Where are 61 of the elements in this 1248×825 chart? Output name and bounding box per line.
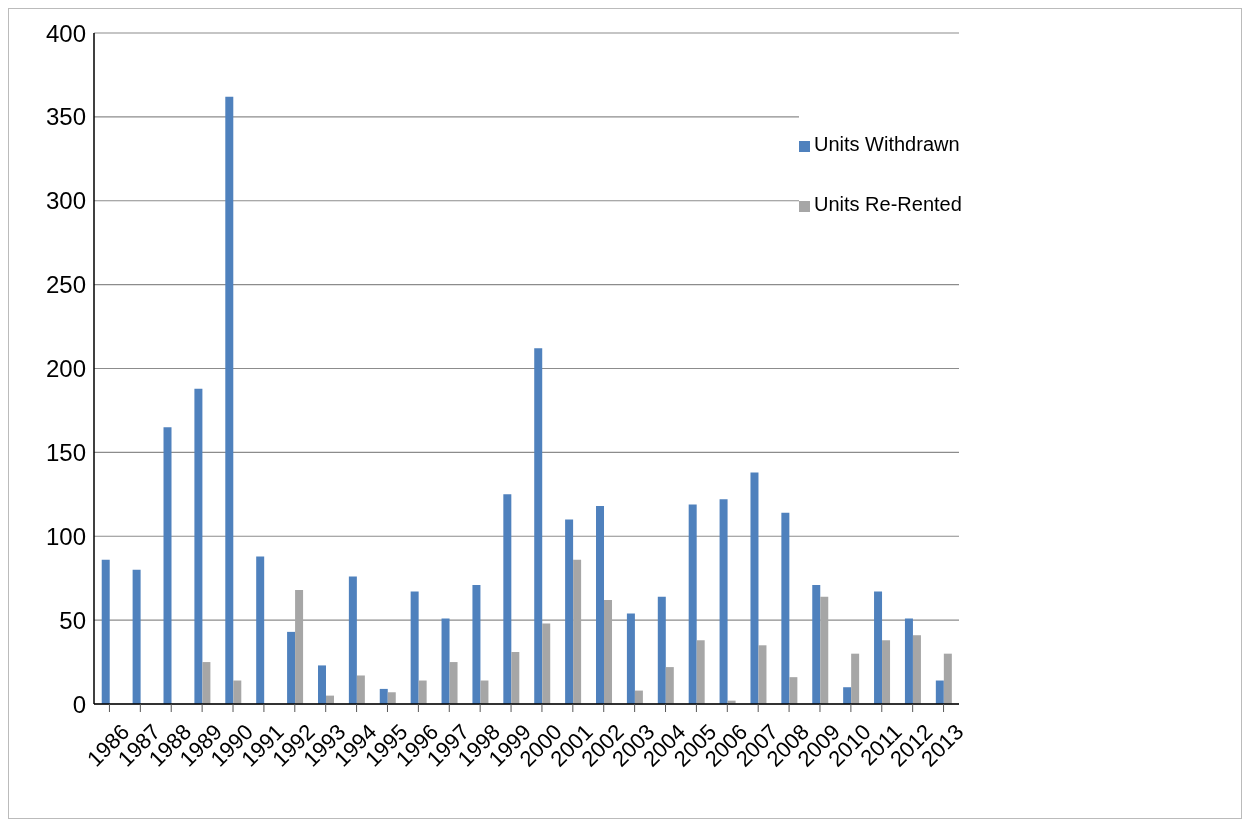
bar: [596, 506, 605, 704]
bar: [812, 584, 821, 704]
y-tick-label: 400: [45, 19, 86, 47]
bar: [410, 591, 419, 704]
bar: [356, 675, 365, 704]
bar: [573, 559, 582, 704]
bar: [163, 427, 172, 704]
bar: [534, 348, 543, 704]
bar: [719, 499, 728, 704]
bar: [202, 662, 211, 704]
bar: [295, 589, 304, 704]
bar: [542, 623, 551, 704]
bar: [480, 680, 489, 704]
y-tick-label: 150: [45, 438, 86, 466]
bar: [225, 96, 234, 704]
bar: [233, 680, 242, 704]
bar: [626, 613, 635, 704]
y-tick-label: 200: [45, 355, 86, 383]
bar: [101, 559, 110, 704]
bar: [287, 631, 296, 704]
bar: [750, 472, 759, 704]
bar: [912, 635, 921, 704]
legend-label: Units Withdrawn: [814, 133, 960, 155]
bar: [904, 618, 913, 704]
bar: [256, 556, 265, 704]
bar: [851, 653, 860, 704]
bar: [665, 667, 674, 704]
bar: [472, 584, 481, 704]
bar: [379, 688, 388, 704]
bar: [820, 596, 829, 704]
bar: [789, 677, 798, 704]
bar: [132, 569, 141, 704]
bar: [418, 680, 427, 704]
bar: [758, 645, 767, 704]
bar: [634, 690, 643, 704]
bar: [348, 576, 357, 704]
bar: [657, 596, 666, 704]
bar: [696, 640, 705, 704]
bar: [688, 504, 697, 704]
bar: [935, 680, 944, 704]
bar: [511, 652, 520, 704]
y-tick-label: 50: [59, 606, 86, 634]
y-tick-label: 250: [45, 271, 86, 299]
bar: [874, 591, 883, 704]
bar: [441, 618, 450, 704]
y-tick-label: 300: [45, 187, 86, 215]
bar: [565, 519, 574, 704]
bar: [943, 653, 952, 704]
bar: [387, 692, 396, 704]
bar: [604, 600, 613, 704]
y-tick-label: 0: [72, 690, 86, 718]
bar: [882, 640, 891, 704]
bar: [843, 687, 852, 704]
legend-label: Units Re-Rented: [814, 193, 962, 215]
bar: [449, 662, 458, 704]
bar: [503, 494, 512, 704]
bar: [194, 388, 203, 704]
bar: [317, 665, 326, 704]
y-tick-label: 100: [45, 522, 86, 550]
bar: [781, 512, 790, 704]
y-tick-label: 350: [45, 103, 86, 131]
